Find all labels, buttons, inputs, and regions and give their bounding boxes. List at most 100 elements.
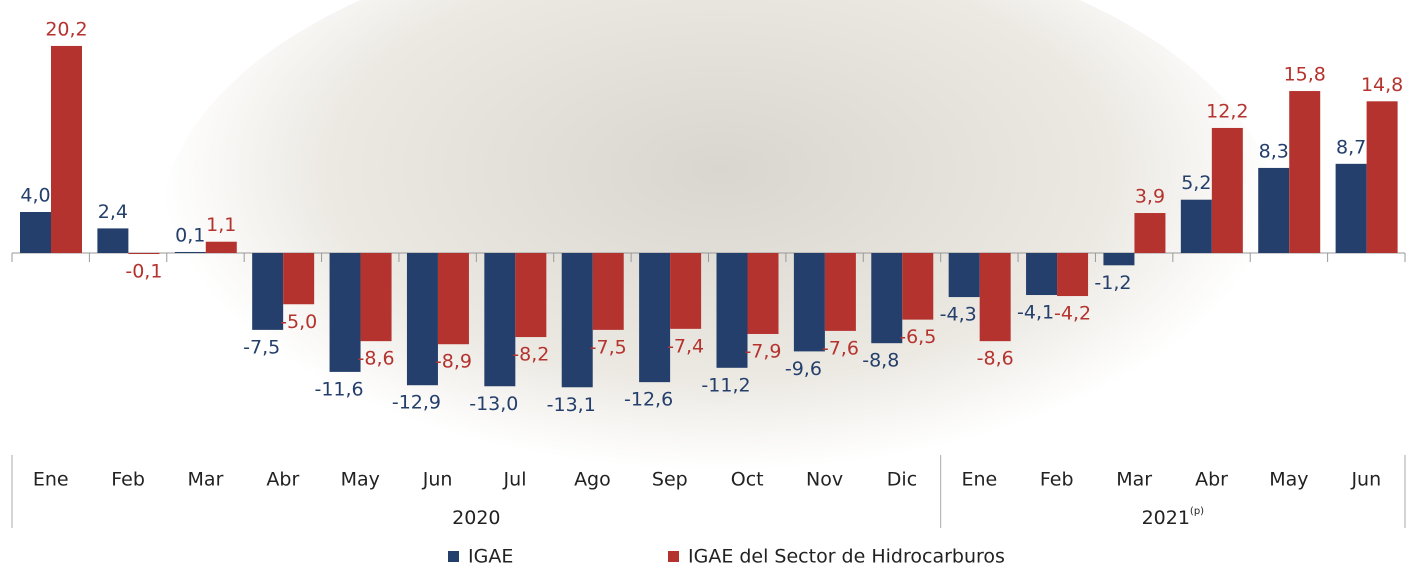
- bar: [97, 228, 128, 253]
- group-label-text: 2020: [452, 507, 500, 529]
- bar: [20, 212, 51, 253]
- bar: [330, 253, 361, 372]
- value-label: -9,6: [785, 358, 822, 380]
- value-label: -11,6: [314, 378, 363, 400]
- bar: [1181, 200, 1212, 253]
- bar: [484, 253, 515, 386]
- value-label: 14,8: [1361, 74, 1403, 96]
- bar: [1336, 164, 1367, 253]
- bar: [252, 253, 283, 330]
- value-label: -6,5: [899, 326, 936, 348]
- x-tick-label: Nov: [806, 469, 843, 491]
- value-label: -8,2: [512, 344, 549, 366]
- bar: [902, 253, 933, 320]
- x-tick-label: Feb: [111, 469, 145, 491]
- x-tick-label: Ene: [33, 469, 69, 491]
- x-tick-label: Ago: [574, 469, 611, 491]
- bar: [515, 253, 546, 337]
- bar: [593, 253, 624, 330]
- value-label: 15,8: [1284, 64, 1326, 86]
- value-label: -7,5: [590, 336, 627, 358]
- legend-label: IGAE: [468, 546, 513, 568]
- value-label: -8,8: [862, 350, 899, 372]
- bar: [361, 253, 392, 341]
- value-label: -12,6: [624, 389, 673, 411]
- x-tick-label: Jun: [422, 469, 453, 491]
- bar: [1026, 253, 1057, 295]
- value-label: -7,6: [822, 337, 859, 359]
- value-label: 2,4: [98, 201, 128, 223]
- value-label: -12,9: [392, 392, 441, 414]
- value-label: 3,9: [1135, 186, 1165, 208]
- bar: [717, 253, 748, 368]
- x-tick-label: Feb: [1040, 469, 1074, 491]
- bar: [438, 253, 469, 344]
- bar: [1367, 101, 1398, 253]
- value-label: 4,0: [20, 185, 50, 207]
- legend-swatch: [668, 551, 679, 562]
- value-label: -4,2: [1054, 303, 1091, 325]
- bar: [639, 253, 670, 382]
- x-tick-label: Mar: [188, 469, 224, 491]
- value-label: -7,5: [243, 336, 280, 358]
- x-tick-label: Jun: [1350, 469, 1381, 491]
- bar: [980, 253, 1011, 341]
- group-label-text: 2021: [1142, 507, 1190, 529]
- bar: [670, 253, 701, 329]
- bar: [1103, 253, 1134, 265]
- x-tick-label: May: [341, 469, 380, 491]
- bar: [1057, 253, 1088, 296]
- value-label: -7,4: [667, 335, 704, 357]
- x-tick-label: Dic: [887, 469, 917, 491]
- group-label-superscript: (p): [1190, 506, 1204, 517]
- value-label: -11,2: [701, 374, 750, 396]
- x-tick-label: Abr: [266, 469, 299, 491]
- x-tick-label: Jul: [503, 469, 527, 491]
- bar: [407, 253, 438, 385]
- value-label: -4,1: [1017, 302, 1054, 324]
- bar: [283, 253, 314, 304]
- bar: [1212, 128, 1243, 253]
- bar: [1134, 213, 1165, 253]
- value-label: 12,2: [1206, 100, 1248, 122]
- value-label: 8,7: [1336, 136, 1366, 158]
- chart: 4,0 2,4 0,1 -7,5 -11,6 -12,9 -13,0 -13,1 -12,6 -1…: [0, 0, 1420, 568]
- legend-swatch: [448, 551, 459, 562]
- value-label: -13,0: [469, 393, 518, 415]
- bar: [51, 46, 82, 253]
- bar: [794, 253, 825, 351]
- bar: [562, 253, 593, 387]
- bar: [949, 253, 980, 297]
- value-label: 5,2: [1181, 172, 1211, 194]
- value-label: 20,2: [45, 18, 87, 40]
- x-tick-label: Abr: [1195, 469, 1228, 491]
- bar: [825, 253, 856, 331]
- x-tick-label: Ene: [961, 469, 997, 491]
- x-tick-label: May: [1269, 469, 1308, 491]
- group-label: 2020: [452, 507, 500, 529]
- x-tick-label: Oct: [731, 469, 764, 491]
- value-label: -0,1: [125, 261, 162, 283]
- value-label: 0,1: [175, 224, 205, 246]
- value-label: -8,9: [435, 351, 472, 373]
- value-label: -7,9: [744, 340, 781, 362]
- value-label: 1,1: [206, 214, 236, 236]
- group-label: 2021(p): [1142, 506, 1205, 529]
- bar: [1258, 168, 1289, 253]
- value-label: -8,6: [977, 348, 1014, 370]
- value-label: -8,6: [358, 348, 395, 370]
- bar: [871, 253, 902, 343]
- bar: [175, 252, 206, 253]
- legend-label: IGAE del Sector de Hidrocarburos: [688, 546, 1005, 568]
- bar: [748, 253, 779, 334]
- x-tick-label: Mar: [1116, 469, 1152, 491]
- value-label: -4,3: [940, 304, 977, 326]
- value-label: -5,0: [280, 311, 317, 333]
- value-label: 8,3: [1259, 140, 1289, 162]
- value-label: -13,1: [547, 394, 596, 416]
- bar: [128, 253, 159, 254]
- bar: [1289, 91, 1320, 253]
- x-tick-label: Sep: [652, 469, 688, 491]
- value-label: -1,2: [1094, 272, 1131, 294]
- bar: [206, 242, 237, 253]
